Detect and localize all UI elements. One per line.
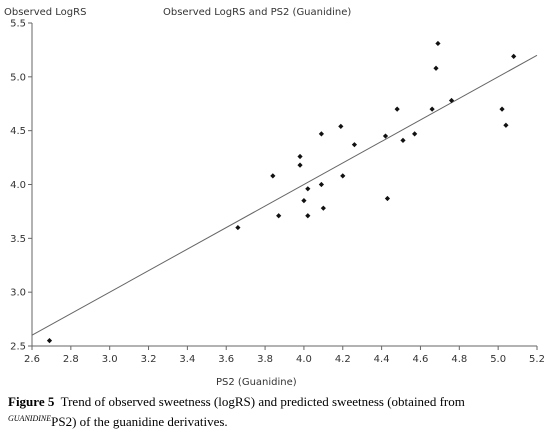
data-point <box>270 173 276 179</box>
data-point <box>305 186 311 192</box>
data-point <box>394 106 400 112</box>
data-point <box>301 198 307 204</box>
data-point <box>235 224 241 231</box>
data-point <box>276 213 282 219</box>
data-point <box>503 122 509 128</box>
data-point <box>305 213 311 219</box>
y-tick-label: 5.0 <box>10 72 26 83</box>
figure-label: Figure 5 <box>8 394 55 409</box>
x-tick-label: 2.8 <box>63 354 79 365</box>
x-tick-label: 5.2 <box>529 354 545 365</box>
y-tick-label: 5.5 <box>10 19 26 30</box>
trend-line <box>31 54 538 336</box>
x-tick-label: 3.8 <box>257 354 273 365</box>
data-point <box>320 205 326 211</box>
data-point <box>382 133 389 139</box>
chart-title: Observed LogRS and PS2 (Guanidine) <box>163 7 351 18</box>
data-point <box>297 153 303 160</box>
data-point <box>318 181 325 188</box>
trend-line-group <box>31 54 538 336</box>
x-axis-label: PS2 (Guanidine) <box>216 377 297 388</box>
data-point <box>429 106 435 112</box>
caption-text-1: Trend of observed sweetness (logRS) and … <box>60 394 465 409</box>
y-axis-label: Observed LogRS <box>4 7 86 18</box>
data-point <box>338 123 344 129</box>
data-point <box>511 53 517 59</box>
data-point <box>384 195 391 202</box>
data-point <box>318 131 325 137</box>
y-tick-label: 4.5 <box>10 126 26 137</box>
x-tick-label: 4.6 <box>413 354 429 365</box>
x-tick-label: 5.0 <box>490 354 506 365</box>
data-point <box>448 97 455 104</box>
figure-caption: Figure 5 Trend of observed sweetness (lo… <box>8 393 548 430</box>
x-tick-label: 4.0 <box>296 354 312 365</box>
x-tick-label: 4.2 <box>335 354 351 365</box>
y-tick-label: 2.5 <box>10 342 26 353</box>
x-tick-label: 3.0 <box>102 354 118 365</box>
x-tick-label: 3.6 <box>218 354 234 365</box>
scatter-chart: Observed LogRS Observed LogRS and PS2 (G… <box>4 7 545 388</box>
data-point <box>412 131 418 137</box>
x-tick-label: 4.4 <box>374 354 390 365</box>
caption-text-2: PS2) of the guanidine derivatives. <box>51 414 228 429</box>
axes: 2.5 3.0 3.5 4.0 4.5 5.0 5.5 2.6 2.8 3.0 3.2 3.4 3.6 3… <box>10 19 545 366</box>
data-point <box>499 106 505 112</box>
y-tick-label: 3.0 <box>10 288 26 299</box>
data-point <box>297 162 303 168</box>
data-point <box>46 338 53 344</box>
data-point <box>351 142 358 148</box>
data-point <box>400 137 406 143</box>
data-points <box>46 40 517 344</box>
y-tick-label: 3.5 <box>10 234 26 245</box>
x-tick-label: 2.6 <box>24 354 40 365</box>
data-point <box>435 40 441 47</box>
caption-superscript: GUANIDINE <box>8 414 52 423</box>
x-tick-label: 3.4 <box>179 354 195 365</box>
data-point <box>433 65 439 71</box>
x-tick-label: 3.2 <box>141 354 157 365</box>
y-tick-label: 4.0 <box>10 180 26 191</box>
x-tick-label: 4.8 <box>451 354 467 365</box>
data-point <box>340 173 346 179</box>
